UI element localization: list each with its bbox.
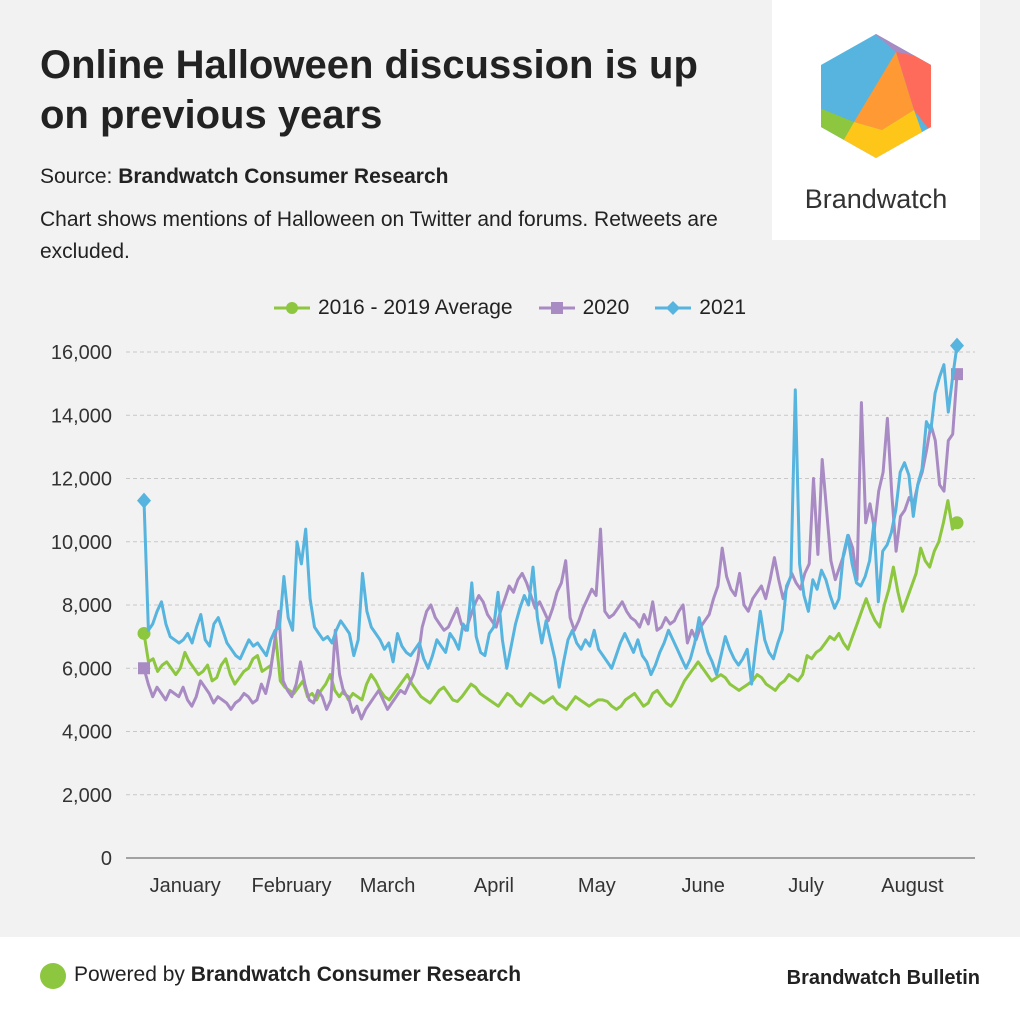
x-tick-label: May — [578, 875, 616, 897]
legend-label: 2021 — [699, 296, 747, 319]
x-tick-label: March — [360, 875, 416, 897]
powered-label: Powered by — [74, 963, 185, 986]
footer-bar: Powered by Brandwatch Consumer Research … — [0, 937, 1020, 1020]
series-end-marker — [137, 492, 151, 509]
x-tick-label: July — [788, 875, 824, 897]
brandwatch-logo: Brandwatch — [772, 0, 980, 240]
legend-diamond-marker-icon — [655, 301, 692, 315]
legend-square-marker-icon — [538, 302, 575, 314]
powered-name: Brandwatch Consumer Research — [190, 963, 522, 986]
source-name: Brandwatch Consumer Research — [118, 165, 449, 188]
source-line: Source: Brandwatch Consumer Research — [40, 165, 449, 189]
y-tick-label: 0 — [101, 848, 112, 870]
legend-item-2021: 2021 — [655, 296, 746, 320]
x-tick-label: January — [150, 875, 221, 897]
y-tick-label: 2,000 — [62, 785, 112, 807]
y-tick-label: 16,000 — [51, 342, 112, 364]
series-line — [142, 345, 959, 689]
y-tick-label: 12,000 — [51, 469, 112, 491]
legend-circle-marker-icon — [273, 302, 310, 314]
x-tick-label: February — [251, 875, 331, 897]
y-tick-label: 4,000 — [62, 722, 112, 744]
y-tick-label: 14,000 — [51, 405, 112, 427]
hexagon-logo-icon — [821, 34, 931, 158]
line-chart: 0 2,000 4,000 6,000 8,000 10,000 12,000 14,000 1… — [51, 337, 975, 897]
footer-brand: Brandwatch Bulletin — [786, 967, 980, 989]
source-label: Source: — [40, 165, 113, 188]
legend-label: 2016 - 2019 Average — [317, 296, 513, 319]
logo-wordmark: Brandwatch — [804, 184, 948, 214]
x-tick-label: June — [681, 875, 724, 897]
chart-description: Chart shows mentions of Halloween on Twi… — [40, 208, 718, 263]
legend-item-2020: 2020 — [538, 296, 630, 320]
x-tick-label: August — [881, 875, 944, 897]
y-tick-label: 10,000 — [51, 532, 112, 554]
chart-title: Online Halloween discussion is up on pre… — [40, 43, 698, 137]
green-dot-icon — [40, 963, 66, 989]
chart-legend: 2016 - 2019 Average 2020 2021 — [0, 296, 1020, 320]
y-tick-label: 6,000 — [62, 658, 112, 680]
legend-item-average: 2016 - 2019 Average — [273, 296, 513, 320]
series-end-marker — [950, 516, 964, 530]
series-end-marker — [950, 337, 964, 354]
series-line — [142, 499, 959, 711]
x-tick-label: April — [474, 875, 514, 897]
series-end-marker — [138, 662, 150, 675]
y-tick-label: 8,000 — [62, 595, 112, 617]
powered-by: Powered by Brandwatch Consumer Research — [74, 963, 521, 987]
legend-label: 2020 — [582, 296, 630, 319]
